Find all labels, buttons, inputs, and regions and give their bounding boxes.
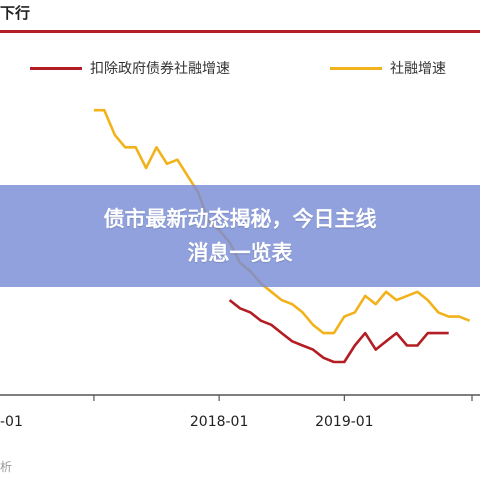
legend-label-red: 扣除政府债券社融增速 [90, 61, 230, 77]
banner-line-1: 债市最新动态揭秘，今日主线 [103, 207, 377, 231]
banner-line-2: 消息一览表 [187, 241, 293, 265]
headline-banner: 债市最新动态揭秘，今日主线 消息一览表 [0, 185, 480, 287]
source-note: 析 [0, 460, 13, 474]
x-tick-label-0: -01 [0, 414, 23, 430]
x-tick-label-1: 2018-01 [190, 414, 249, 430]
chart-title: 下行 [0, 4, 31, 22]
x-tick-label-2: 2019-01 [315, 414, 374, 430]
series-line-red [228, 299, 449, 364]
legend-item-yellow: 社融增速 [330, 58, 446, 78]
series-line-yellow [93, 108, 471, 335]
title-rule [0, 30, 480, 33]
legend-swatch-red [30, 66, 82, 70]
legend-label-yellow: 社融增速 [390, 61, 446, 77]
legend-swatch-yellow [330, 66, 382, 70]
legend-item-red: 扣除政府债券社融增速 [30, 58, 230, 78]
